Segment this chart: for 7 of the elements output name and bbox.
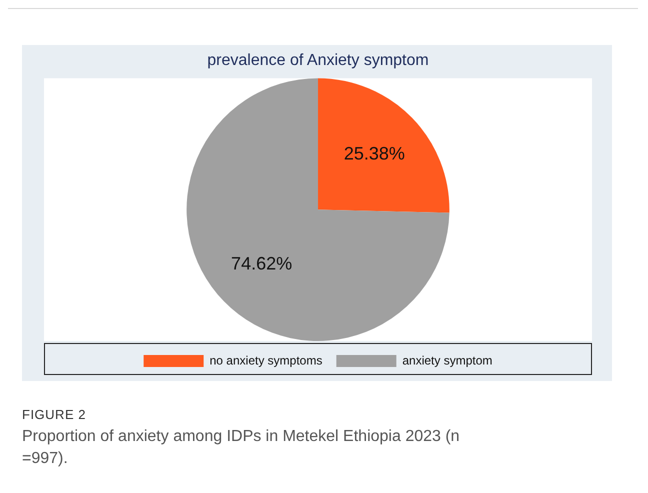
data-label: 25.38% bbox=[344, 143, 405, 164]
data-label: 74.62% bbox=[231, 254, 292, 274]
text: Proportion of anxiety among IDPs in Metekel Ethiopia 2023 (n =997). bbox=[22, 427, 461, 469]
chart-title: prevalence of Anxiety symptom bbox=[207, 52, 429, 70]
caption: FIGURE 2 bbox=[22, 407, 87, 422]
legend-label: anxiety symptom bbox=[402, 353, 492, 368]
legend-label: no anxiety symptoms bbox=[210, 353, 322, 368]
